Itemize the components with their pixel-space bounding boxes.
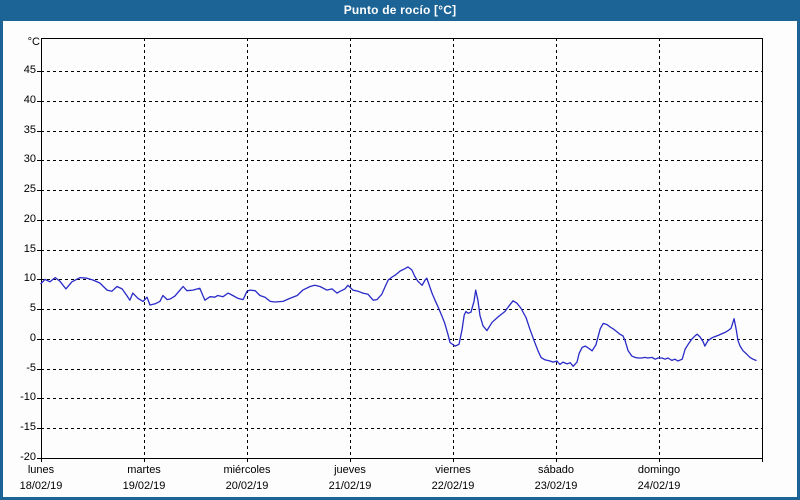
dewpoint-line (40, 266, 757, 367)
day-date-label: 18/02/19 (19, 480, 63, 492)
chart-panel (3, 21, 797, 497)
day-date-label: 21/02/19 (328, 480, 372, 492)
day-name-label: jueves (334, 464, 366, 476)
y-tick-label: -10 (20, 391, 36, 403)
y-tick-label: 35 (23, 124, 36, 136)
day-date-label: 19/02/19 (122, 480, 166, 492)
y-tick-label: -20 (20, 451, 36, 463)
day-name-label: sábado (537, 464, 575, 476)
day-name-label: viernes (435, 464, 471, 476)
y-tick-label: 25 (23, 183, 36, 195)
window-title: Punto de rocío [°C] (343, 3, 457, 17)
y-tick-label: 0 (29, 332, 36, 344)
y-tick-label: 20 (23, 213, 36, 225)
y-tick-label: 30 (23, 153, 36, 165)
day-date-label: 24/02/19 (637, 480, 681, 492)
y-tick-label: 10 (23, 272, 36, 284)
y-tick-label: 40 (23, 94, 36, 106)
day-name-label: lunes (27, 464, 55, 476)
day-date-label: 20/02/19 (225, 480, 269, 492)
day-name-label: miércoles (223, 464, 271, 476)
y-tick-label: -5 (26, 362, 36, 374)
day-date-label: 23/02/19 (534, 480, 578, 492)
day-name-label: domingo (637, 464, 681, 476)
plot-border (41, 38, 763, 459)
y-tick-label: -15 (20, 421, 36, 433)
y-tick-label: 15 (23, 243, 36, 255)
y-tick-label: 45 (23, 64, 36, 76)
y-axis-unit-label: °C (27, 36, 40, 48)
day-date-label: 22/02/19 (431, 480, 475, 492)
day-name-label: martes (127, 464, 161, 476)
y-tick-label: 5 (29, 302, 36, 314)
